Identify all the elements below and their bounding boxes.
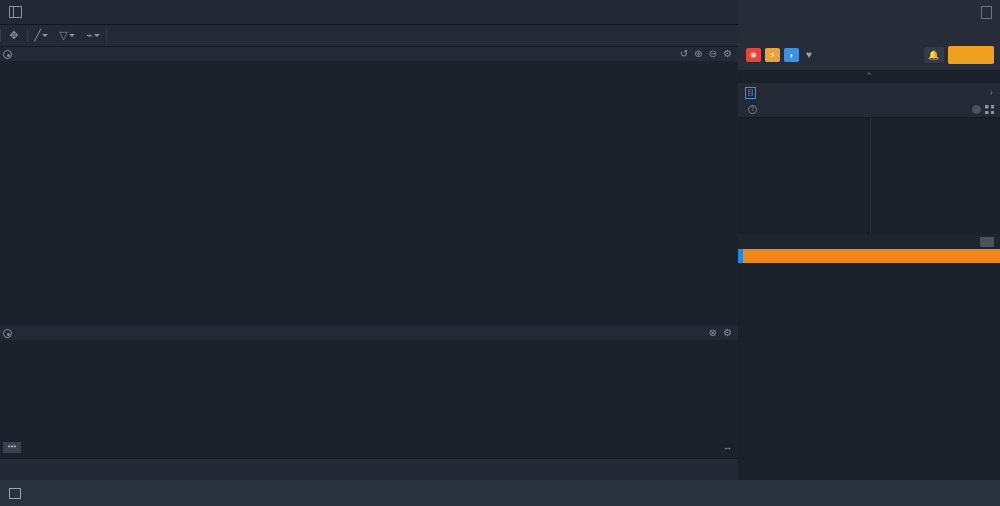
tick-list[interactable] bbox=[738, 118, 871, 234]
chevron-right-icon[interactable]: › bbox=[989, 87, 993, 98]
minimap-handle-right[interactable]: ↔ bbox=[723, 442, 732, 452]
zoom-in-icon[interactable]: ⊕ bbox=[694, 48, 703, 60]
chart-minimap[interactable]: ••• ↔ bbox=[0, 441, 738, 458]
bottom-nav-bar bbox=[0, 480, 1000, 506]
line-tool-icon[interactable]: ╱ bbox=[28, 25, 54, 47]
bid-ratio bbox=[738, 249, 743, 263]
expand-stats-chevron-icon[interactable]: ⌃ bbox=[865, 71, 873, 81]
news-doc-icon: 目 bbox=[745, 86, 756, 99]
volume-svg bbox=[0, 340, 738, 412]
close-icon[interactable]: ⊗ bbox=[708, 327, 718, 339]
volume-indicator-bar: ⊗ ⚙ bbox=[0, 326, 738, 340]
indicator-tab-bar bbox=[0, 458, 738, 480]
candlestick-svg bbox=[0, 61, 738, 326]
sidebar-toggle-icon[interactable] bbox=[0, 487, 30, 499]
gear-icon[interactable]: ⚙ bbox=[723, 327, 732, 339]
depth-toggle-icon[interactable] bbox=[980, 236, 994, 247]
undo-icon[interactable]: ↺ bbox=[679, 48, 689, 60]
zoom-out-icon[interactable]: ⊖ bbox=[708, 48, 718, 60]
channel-tool-icon[interactable]: ▽ bbox=[54, 25, 80, 47]
panel-toggle-icon[interactable] bbox=[0, 6, 30, 18]
ma-tools: ↺ ⊕ ⊖ ⚙ bbox=[674, 49, 738, 60]
hk-flag-badge-icon: ❋ bbox=[746, 48, 761, 62]
alert-bell-icon[interactable]: 🔔 bbox=[924, 47, 944, 63]
year-axis[interactable] bbox=[0, 426, 738, 441]
quote-header: ❋ ⚡ ◗ ♥ 🔔 bbox=[738, 0, 1000, 70]
tick-left-title-group: ? bbox=[738, 105, 871, 114]
date-axis bbox=[0, 412, 738, 426]
tick-right-title-group bbox=[871, 105, 1000, 114]
document-icon[interactable] bbox=[981, 6, 992, 19]
ask-ratio bbox=[743, 249, 1000, 263]
volume-tools: ⊗ ⚙ bbox=[709, 328, 738, 339]
tick-header: ? bbox=[738, 102, 1000, 118]
volume-settings-dot-icon[interactable] bbox=[3, 329, 12, 338]
tick-stats-list[interactable] bbox=[871, 118, 1000, 234]
right-quote-panel: ❋ ⚡ ◗ ♥ 🔔 ⌃ 目 › ? bbox=[738, 0, 1000, 480]
drawing-toolbar: ✥ ╱ ▽ ⌁ bbox=[0, 25, 738, 47]
volume-plot[interactable] bbox=[0, 340, 738, 412]
chart-area[interactable]: ↺ ⊕ ⊖ ⚙ ⊗ ⚙ bbox=[0, 47, 738, 458]
more-options-icon[interactable] bbox=[972, 105, 981, 114]
bid-ask-ratio-bar bbox=[738, 249, 1000, 263]
price-plot[interactable] bbox=[0, 61, 738, 326]
settings-dot-icon[interactable] bbox=[3, 50, 12, 59]
tag-badge-icon: ◗ bbox=[784, 48, 799, 62]
help-icon[interactable]: ? bbox=[748, 105, 757, 114]
gear-icon[interactable]: ⚙ bbox=[723, 48, 732, 60]
lightning-badge-icon: ⚡ bbox=[765, 48, 780, 62]
badge-group: ❋ ⚡ ◗ ♥ bbox=[746, 48, 812, 62]
favorite-button[interactable]: ♥ bbox=[806, 49, 812, 61]
news-banner[interactable]: 目 › bbox=[738, 83, 1000, 102]
ma-indicator-bar: ↺ ⊕ ⊖ ⚙ bbox=[0, 47, 738, 61]
trade-button[interactable] bbox=[948, 46, 994, 64]
tick-body bbox=[738, 118, 1000, 234]
move-tool-icon[interactable]: ✥ bbox=[9, 30, 19, 42]
grid-view-icon[interactable] bbox=[985, 105, 994, 114]
orderbook-header bbox=[738, 234, 1000, 249]
fib-tool-icon[interactable]: ⌁ bbox=[80, 25, 106, 47]
minimap-handle-left[interactable]: ••• bbox=[3, 442, 21, 453]
